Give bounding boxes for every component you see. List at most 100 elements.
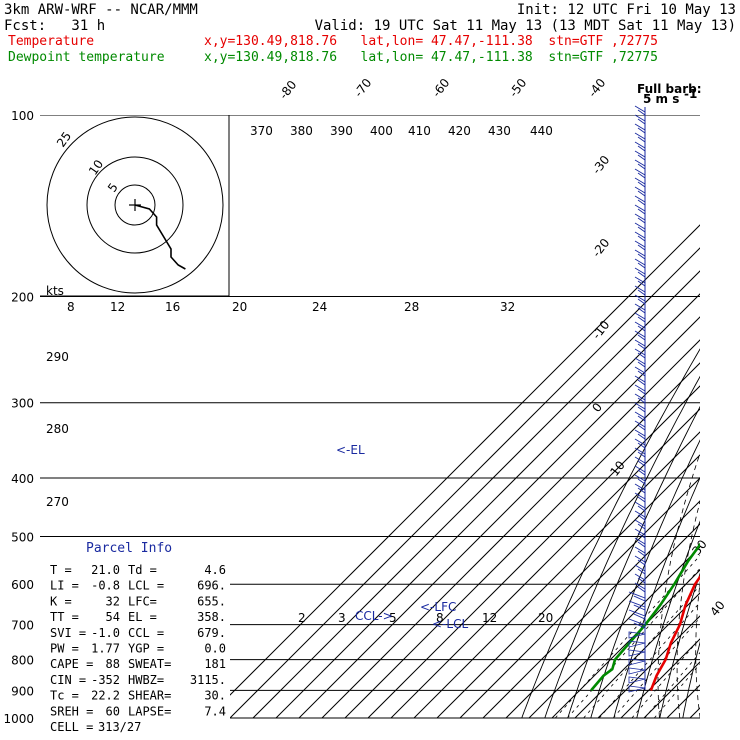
barb-571 <box>634 564 646 575</box>
theta-e-label-390: 390 <box>330 124 353 138</box>
theta-e-label-380: 380 <box>290 124 313 138</box>
theta-e-label-410: 410 <box>408 124 431 138</box>
dewpoint-line <box>590 542 700 692</box>
pressure-label-200: 200 <box>11 291 34 305</box>
barb-283 <box>634 276 646 287</box>
model-title: 3km ARW-WRF -- NCAR/MMM <box>4 2 198 18</box>
parcel-cell-2-3: 655. <box>197 594 226 608</box>
barb-553 <box>634 546 646 557</box>
barb-175 <box>634 168 646 179</box>
barb-units-label: 5 m s <box>643 92 679 106</box>
hodograph-ring-1 <box>86 156 184 254</box>
forecast-hour: Fcst: 31 h <box>4 18 106 34</box>
barb-580 <box>634 573 646 584</box>
parcel-cell-5-0: PW = <box>50 642 79 656</box>
parcel-cell-7-0: CIN = <box>50 673 86 687</box>
mixing-ratio-lower-label-8: 8 <box>436 611 444 625</box>
barb-625 <box>628 618 646 629</box>
moist-adiabat-280 <box>657 452 700 719</box>
isotherm-50 <box>689 707 700 719</box>
theta-label-270: 270 <box>46 495 69 509</box>
barb-256 <box>634 249 646 260</box>
barb-low-634 <box>628 631 646 639</box>
mixing-ratio-label-28: 28 <box>404 300 419 314</box>
barb-229 <box>634 222 646 233</box>
barb-535 <box>634 528 646 539</box>
parcel-cell-2-0: K = <box>50 594 72 608</box>
isotherm-label-5: -30 <box>589 153 612 177</box>
barb-319 <box>634 312 646 323</box>
moist-adiabat-296 <box>695 580 700 719</box>
mixing-ratio-label-20: 20 <box>232 300 247 314</box>
mixing-ratio-lower-label-5: 5 <box>389 611 397 625</box>
parcel-cell-7-2: HWBZ= <box>128 673 164 687</box>
isotherm-label-3: -50 <box>506 76 529 100</box>
isotherm--80 <box>390 408 700 719</box>
parcel-cell-6-2: SWEAT= <box>128 657 171 671</box>
mixing-ratio-2 <box>555 554 700 719</box>
barb-445 <box>634 438 646 449</box>
barb-490 <box>634 483 646 494</box>
barb-211 <box>634 204 646 215</box>
theta-label-280: 280 <box>46 422 69 436</box>
parcel-cell-5-3: 0.0 <box>204 642 226 656</box>
parcel-info-bg <box>40 537 230 727</box>
hodograph-ring-label-5: 5 <box>105 180 121 194</box>
barb-265 <box>634 258 646 269</box>
lcl-label: <-LCL <box>432 617 468 631</box>
isotherm--60 <box>436 454 700 719</box>
parcel-cell-6-1: 88 <box>106 657 120 671</box>
hodograph-ring-label-25: 25 <box>54 129 74 150</box>
barb-202 <box>634 195 646 206</box>
dry-adiabat-310 <box>659 572 700 719</box>
valid-time: Valid: 19 UTC Sat 11 May 13 (13 MDT Sat … <box>314 18 736 34</box>
pressure-label-400: 400 <box>11 472 34 486</box>
hodograph-ring-2 <box>46 116 224 294</box>
isotherm-label-2: -60 <box>429 76 452 100</box>
parcel-cell-9-2: LAPSE= <box>128 704 171 718</box>
dewpoint-legend-label: Dewpoint temperature <box>8 50 165 65</box>
mixing-ratio-36 <box>653 663 700 719</box>
dry-adiabat-250 <box>521 348 700 719</box>
barb-562 <box>634 555 646 566</box>
parcel-cell-5-2: YGP = <box>128 642 164 656</box>
isotherm--140 <box>252 270 700 719</box>
parcel-cell-8-3: 30. <box>204 689 226 703</box>
wind-barbs <box>628 105 646 693</box>
hodograph-ring-label-10: 10 <box>86 157 106 178</box>
parcel-cell-1-3: 696. <box>197 579 226 593</box>
parcel-info-table: Parcel Info T = 21.0 Td = 4.6 LI = -0.8 LCL = 69… <box>40 537 230 734</box>
barb-low-679 <box>628 676 646 684</box>
dewpoint-location: x,y=130.49,818.76 lat,lon= 47.47,-111.38… <box>204 50 658 65</box>
isotherm-10 <box>597 615 700 719</box>
theta-e-label-440: 440 <box>530 124 553 138</box>
theta-e-label-420: 420 <box>448 124 471 138</box>
parcel-cell-4-1: -1.0 <box>91 626 120 640</box>
barb-301 <box>634 294 646 305</box>
isotherm-label-0: -80 <box>276 78 299 102</box>
dry-adiabat-330 <box>706 115 740 718</box>
parcel-cell-4-3: 679. <box>197 626 226 640</box>
sounding-traces <box>590 542 700 692</box>
barb-184 <box>634 177 646 188</box>
pressure-label-500: 500 <box>11 530 34 544</box>
barb-436 <box>634 429 646 440</box>
pressure-label-300: 300 <box>11 397 34 411</box>
parcel-cell-3-1: 54 <box>106 610 120 624</box>
parcel-cell-8-0: Tc = <box>50 689 79 703</box>
barb-121 <box>634 114 646 125</box>
barb-220 <box>634 213 646 224</box>
barb-130 <box>634 123 646 134</box>
pressure-labels: 100 200 300 400 500 600 700 800 900 1000 <box>3 109 34 726</box>
hodograph: 5 10 25 <box>40 115 230 297</box>
parcel-cell-3-2: EL = <box>128 610 157 624</box>
barb-427 <box>634 420 646 431</box>
mixing-ratio-12 <box>612 617 700 719</box>
barb-292 <box>634 285 646 296</box>
mixing-ratio-20 <box>631 637 700 719</box>
pressure-label-600: 600 <box>11 578 34 592</box>
parcel-cell-7-1: -352 <box>91 673 120 687</box>
isotherm--50 <box>459 477 700 719</box>
barb-346 <box>634 339 646 350</box>
isotherm--70 <box>413 431 700 719</box>
